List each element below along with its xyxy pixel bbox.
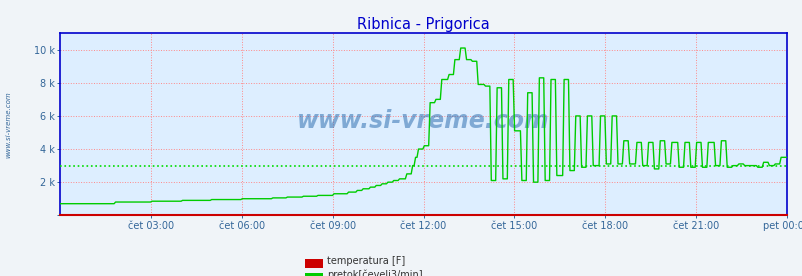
Text: pretok[čevelj3/min]: pretok[čevelj3/min]	[326, 269, 422, 276]
Text: www.si-vreme.com: www.si-vreme.com	[297, 108, 549, 132]
Title: Ribnica - Prigorica: Ribnica - Prigorica	[357, 17, 489, 32]
Text: www.si-vreme.com: www.si-vreme.com	[6, 91, 12, 158]
Text: temperatura [F]: temperatura [F]	[326, 256, 404, 266]
